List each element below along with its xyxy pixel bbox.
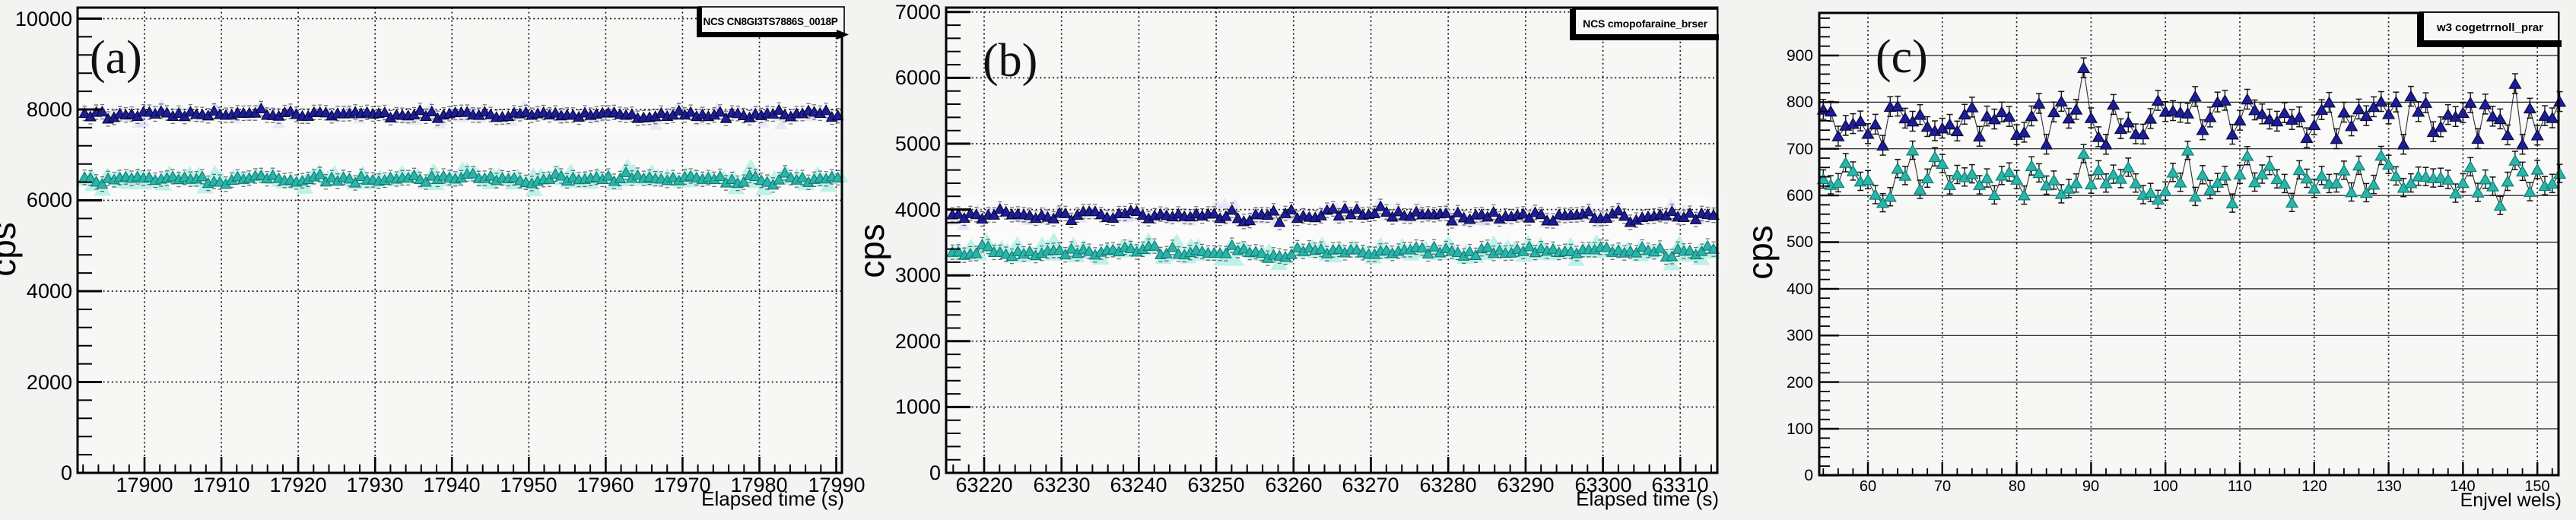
svg-text:63310: 63310	[1651, 474, 1708, 496]
svg-text:17910: 17910	[192, 474, 249, 496]
svg-text:70: 70	[1934, 478, 1951, 495]
svg-text:1000: 1000	[895, 395, 941, 418]
svg-text:(a): (a)	[90, 32, 142, 84]
svg-text:63290: 63290	[1497, 474, 1554, 496]
svg-text:700: 700	[1787, 141, 1813, 158]
svg-text:4000: 4000	[895, 198, 941, 221]
svg-text:(b): (b)	[983, 35, 1037, 87]
svg-text:17940: 17940	[423, 474, 480, 496]
svg-text:80: 80	[2009, 478, 2025, 495]
svg-text:Enjvel wels): Enjvel wels)	[2460, 490, 2562, 511]
svg-text:Elapsed time (s): Elapsed time (s)	[1576, 487, 1719, 510]
svg-text:900: 900	[1787, 47, 1813, 65]
svg-text:63260: 63260	[1265, 474, 1322, 496]
svg-text:0: 0	[929, 461, 941, 484]
svg-text:800: 800	[1787, 94, 1813, 111]
svg-text:63280: 63280	[1419, 474, 1476, 496]
svg-text:63250: 63250	[1187, 474, 1244, 496]
svg-text:17920: 17920	[269, 474, 326, 496]
svg-text:0: 0	[61, 461, 72, 484]
svg-text:140: 140	[2450, 478, 2475, 495]
svg-text:cps: cps	[852, 224, 891, 278]
svg-text:63240: 63240	[1110, 474, 1167, 496]
svg-text:100: 100	[1787, 420, 1813, 438]
svg-text:Elapsed time (s): Elapsed time (s)	[701, 487, 844, 510]
svg-text:17930: 17930	[346, 474, 403, 496]
svg-text:7000: 7000	[895, 1, 941, 24]
svg-text:300: 300	[1787, 327, 1813, 344]
svg-text:5000: 5000	[895, 132, 941, 155]
svg-text:100: 100	[2152, 478, 2177, 495]
svg-text:10000: 10000	[15, 8, 72, 30]
svg-text:3000: 3000	[895, 264, 941, 287]
svg-text:2000: 2000	[27, 371, 72, 394]
svg-text:63300: 63300	[1574, 474, 1631, 496]
svg-text:cps: cps	[0, 222, 23, 277]
svg-text:2000: 2000	[895, 330, 941, 353]
svg-text:cps: cps	[1740, 225, 1780, 280]
svg-text:130: 130	[2376, 478, 2401, 495]
svg-text:400: 400	[1787, 281, 1813, 298]
svg-text:NCS cmopofaraine_brser: NCS cmopofaraine_brser	[1583, 17, 1707, 30]
svg-text:90: 90	[2082, 478, 2099, 495]
svg-text:120: 120	[2301, 478, 2327, 495]
svg-text:17960: 17960	[577, 474, 634, 496]
svg-text:(c): (c)	[1876, 31, 1928, 83]
svg-text:17950: 17950	[500, 474, 557, 496]
svg-text:17970: 17970	[653, 474, 710, 496]
svg-text:150: 150	[2524, 478, 2549, 495]
svg-text:6000: 6000	[895, 66, 941, 89]
svg-text:110: 110	[2228, 478, 2252, 495]
svg-text:60: 60	[1860, 478, 1876, 495]
svg-text:6000: 6000	[27, 189, 72, 211]
svg-text:200: 200	[1787, 374, 1813, 392]
svg-text:17900: 17900	[116, 474, 173, 496]
svg-text:600: 600	[1787, 187, 1813, 205]
svg-text:63220: 63220	[955, 474, 1012, 496]
svg-text:500: 500	[1787, 233, 1813, 251]
svg-text:17980: 17980	[730, 474, 787, 496]
svg-text:63270: 63270	[1342, 474, 1399, 496]
svg-text:4000: 4000	[27, 280, 72, 303]
svg-text:w3 cogetrrnoll_prar: w3 cogetrrnoll_prar	[2436, 21, 2543, 34]
svg-text:17990: 17990	[808, 474, 865, 496]
svg-text:8000: 8000	[27, 98, 72, 121]
svg-text:63230: 63230	[1033, 474, 1090, 496]
svg-text:NCS CN8GI3TS7886S_0018P: NCS CN8GI3TS7886S_0018P	[704, 16, 838, 27]
svg-text:0: 0	[1804, 467, 1813, 484]
